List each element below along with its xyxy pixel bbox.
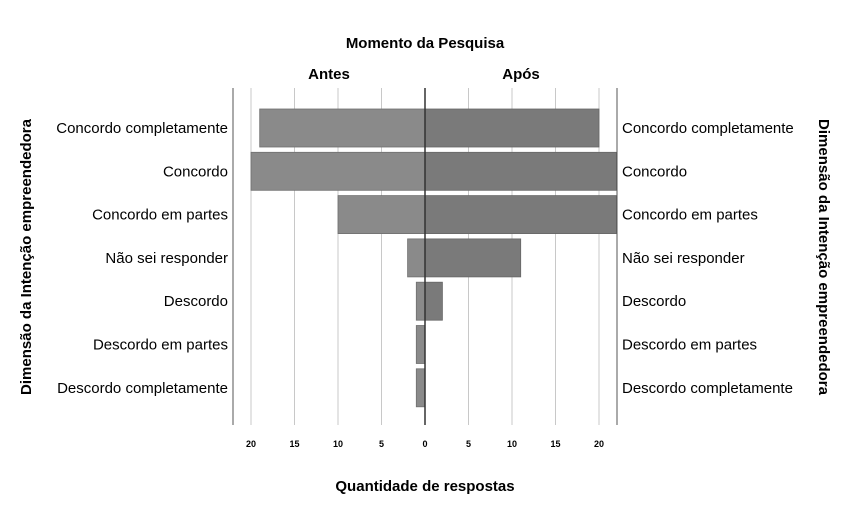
x-tick-label: 10: [333, 439, 343, 449]
category-label-right: Concordo completamente: [622, 120, 794, 137]
bar-antes: [337, 195, 426, 235]
bar-apos: [424, 151, 617, 191]
category-label-right: Descordo: [622, 293, 686, 310]
category-label-right: Descordo em partes: [622, 337, 757, 354]
x-tick-label: 5: [379, 439, 384, 449]
panel-label-right: Após: [502, 66, 540, 83]
panel-label-left: Antes: [308, 66, 350, 83]
category-label-left: Descordo completamente: [57, 380, 228, 397]
x-tick-label: 15: [289, 439, 299, 449]
bar-apos: [424, 281, 443, 321]
category-label-right: Descordo completamente: [622, 380, 793, 397]
bar-antes: [250, 151, 426, 191]
bar-apos: [424, 195, 617, 235]
y-axis-label-right: Dimensão da Intenção empreendedora: [815, 119, 832, 396]
x-tick-labels: 20 15 10 5 0 5 10 15 20: [246, 439, 604, 449]
x-tick-label: 10: [507, 439, 517, 449]
category-label-left: Concordo: [163, 163, 228, 180]
category-label-right: Concordo em partes: [622, 207, 758, 224]
x-tick-label: 0: [422, 439, 427, 449]
x-tick-label: 20: [246, 439, 256, 449]
category-label-left: Concordo em partes: [92, 207, 228, 224]
category-label-right: Concordo: [622, 163, 687, 180]
bar-antes: [415, 281, 426, 321]
bar-antes: [415, 368, 426, 408]
category-label-left: Não sei responder: [105, 250, 228, 267]
bars: [250, 108, 617, 408]
category-label-left: Descordo: [164, 293, 228, 310]
category-labels-left: Concordo completamente Concordo Concordo e…: [56, 120, 228, 397]
chart-title: Momento da Pesquisa: [346, 35, 505, 52]
category-label-right: Não sei responder: [622, 250, 745, 267]
y-axis-label-left: Dimensão da Intenção empreendedora: [18, 118, 35, 395]
bar-apos: [424, 238, 522, 278]
bar-antes: [415, 325, 426, 364]
bar-apos: [424, 108, 600, 148]
x-tick-label: 20: [594, 439, 604, 449]
category-label-left: Concordo completamente: [56, 120, 228, 137]
bar-antes: [407, 238, 426, 278]
x-axis-label: Quantidade de respostas: [335, 478, 514, 495]
x-tick-label: 5: [466, 439, 471, 449]
x-tick-label: 15: [550, 439, 560, 449]
category-label-left: Descordo em partes: [93, 337, 228, 354]
category-labels-right: Concordo completamente Concordo Concordo e…: [622, 120, 794, 397]
bar-antes: [259, 108, 426, 148]
